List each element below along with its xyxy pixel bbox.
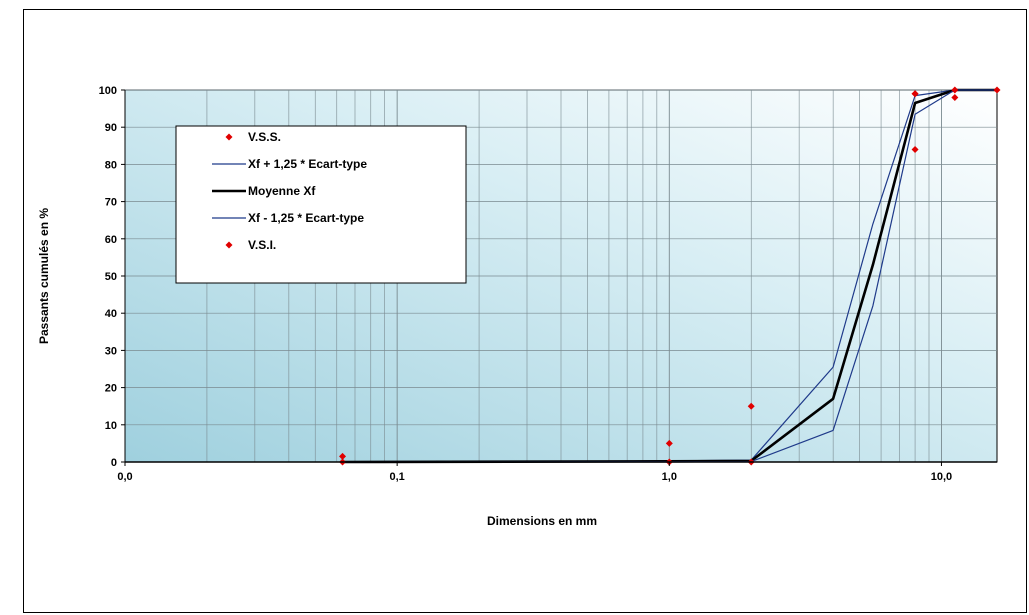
data-point-v-s-i xyxy=(911,90,919,98)
y-tick-label: 40 xyxy=(105,308,117,320)
y-tick-label: 90 xyxy=(105,122,117,134)
legend-label-lower: Xf - 1,25 * Ecart-type xyxy=(248,211,364,225)
data-point-v-s-i xyxy=(951,93,959,101)
y-tick-label: 80 xyxy=(105,159,117,171)
legend-marker-v-s-s xyxy=(225,133,233,141)
legend: V.S.S. Xf + 1,25 * Ecart-type Moyenne Xf… xyxy=(175,125,467,284)
legend-label-upper: Xf + 1,25 * Ecart-type xyxy=(248,157,367,171)
data-point-v-s-s xyxy=(747,402,755,410)
data-point-v-s-s xyxy=(993,86,1001,94)
x-tick-label: 0,0 xyxy=(117,471,132,483)
y-tick-label: 60 xyxy=(105,234,117,246)
y-tick-label: 10 xyxy=(105,420,117,432)
data-point-v-s-s xyxy=(665,439,673,447)
y-tick-label: 50 xyxy=(105,271,117,283)
legend-label-mean: Moyenne Xf xyxy=(248,184,316,198)
y-tick-label: 70 xyxy=(105,197,117,209)
legend-label-vsi: V.S.I. xyxy=(248,238,276,252)
y-tick-label: 30 xyxy=(105,345,117,357)
legend-marker-v-s-i xyxy=(225,241,233,249)
y-tick-label: 0 xyxy=(111,457,117,469)
x-tick-label: 1,0 xyxy=(662,471,677,483)
data-point-v-s-s xyxy=(951,86,959,94)
axes: 0 10 20 30 40 50 60 70 80 90 100 0,0 0,1 1,0 10,0 xyxy=(99,85,997,483)
legend-label-vss: V.S.S. xyxy=(248,130,281,144)
data-point-v-s-s xyxy=(911,146,919,154)
x-axis-title: Dimensions en mm xyxy=(487,514,597,528)
y-tick-label: 20 xyxy=(105,383,117,395)
data-point-v-s-s xyxy=(339,452,347,460)
y-tick-label: 100 xyxy=(99,85,117,97)
y-axis-title: Passants cumulés en % xyxy=(37,208,51,344)
legend-box xyxy=(175,125,467,284)
x-tick-label: 0,1 xyxy=(390,471,405,483)
x-tick-label: 10,0 xyxy=(931,471,952,483)
